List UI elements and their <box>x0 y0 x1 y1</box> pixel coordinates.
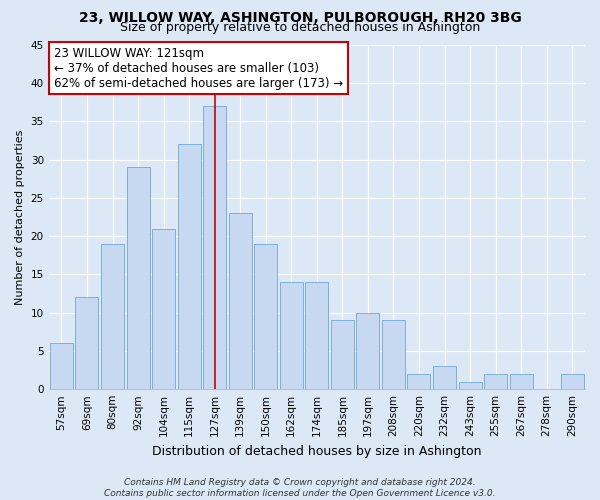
Bar <box>152 228 175 389</box>
Bar <box>254 244 277 389</box>
Bar <box>509 374 533 389</box>
Bar <box>458 382 482 389</box>
Bar <box>356 312 379 389</box>
Bar <box>76 298 98 389</box>
Bar <box>484 374 507 389</box>
Bar <box>407 374 430 389</box>
Bar <box>305 282 328 389</box>
Bar <box>127 168 149 389</box>
Bar <box>280 282 303 389</box>
Bar <box>382 320 405 389</box>
Text: Contains HM Land Registry data © Crown copyright and database right 2024.
Contai: Contains HM Land Registry data © Crown c… <box>104 478 496 498</box>
Bar <box>229 214 252 389</box>
X-axis label: Distribution of detached houses by size in Ashington: Distribution of detached houses by size … <box>152 444 482 458</box>
Bar <box>178 144 200 389</box>
Bar <box>101 244 124 389</box>
Bar <box>331 320 354 389</box>
Text: 23, WILLOW WAY, ASHINGTON, PULBOROUGH, RH20 3BG: 23, WILLOW WAY, ASHINGTON, PULBOROUGH, R… <box>79 11 521 25</box>
Y-axis label: Number of detached properties: Number of detached properties <box>15 130 25 305</box>
Text: 23 WILLOW WAY: 121sqm
← 37% of detached houses are smaller (103)
62% of semi-det: 23 WILLOW WAY: 121sqm ← 37% of detached … <box>54 46 343 90</box>
Bar <box>561 374 584 389</box>
Bar <box>203 106 226 389</box>
Text: Size of property relative to detached houses in Ashington: Size of property relative to detached ho… <box>120 22 480 35</box>
Bar <box>50 344 73 389</box>
Bar <box>433 366 456 389</box>
